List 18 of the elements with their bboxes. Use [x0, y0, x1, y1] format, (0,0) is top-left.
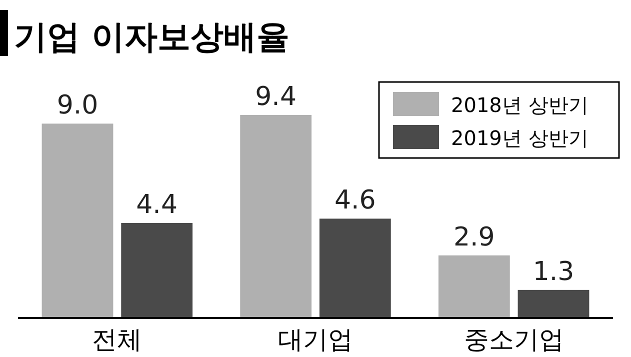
data-label: 9.0	[56, 90, 98, 121]
bar	[42, 124, 114, 318]
data-label: 4.6	[334, 186, 376, 216]
bar	[438, 255, 510, 318]
x-tick-label: 대기업	[278, 325, 353, 354]
bar	[319, 218, 391, 318]
data-label: 2.9	[453, 222, 495, 252]
legend-label: 2019년 상반기	[451, 126, 588, 150]
x-tick-label: 전체	[92, 325, 142, 354]
bar	[121, 222, 193, 318]
data-label: 9.4	[255, 82, 297, 112]
bar	[240, 115, 312, 318]
x-tick-label: 중소기업	[464, 325, 564, 354]
legend-label: 2018년 상반기	[451, 93, 588, 117]
data-label: 1.3	[532, 256, 574, 287]
bar	[518, 290, 590, 318]
data-label: 4.4	[136, 190, 178, 220]
chart-title: 기업 이자보상배율	[14, 17, 290, 56]
